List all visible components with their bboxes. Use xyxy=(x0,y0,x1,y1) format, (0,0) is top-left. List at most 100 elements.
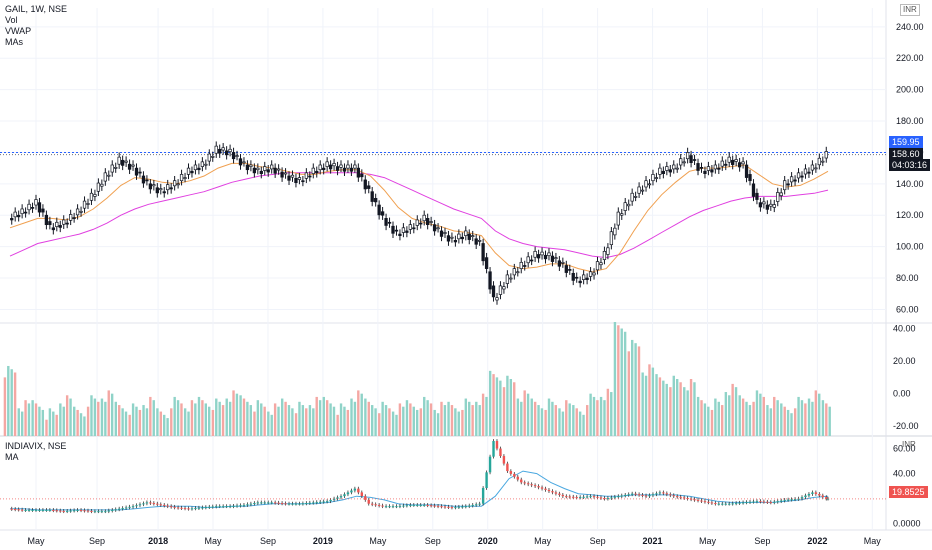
volume-bar xyxy=(128,414,131,436)
candle-body xyxy=(637,186,641,194)
volume-pane[interactable] xyxy=(3,322,831,436)
candle-body xyxy=(668,169,672,173)
time-axis[interactable]: May Sep 2018 May Sep 2019 May Sep 2020 May Sep 2021… xyxy=(27,536,881,546)
volume-bar xyxy=(703,403,707,436)
candle-body xyxy=(599,262,603,266)
vix-indicator-ma[interactable]: MA xyxy=(5,452,19,462)
volume-bar xyxy=(759,393,762,436)
candle-body xyxy=(595,261,600,271)
vix-candle-body xyxy=(530,484,533,486)
vix-candle-body xyxy=(367,499,370,504)
candle-body xyxy=(325,161,329,167)
volume-bar xyxy=(745,401,748,436)
volume-bar xyxy=(232,390,235,436)
vix-candle-body xyxy=(447,506,450,508)
vix-candle-body xyxy=(714,503,717,505)
volume-bar xyxy=(305,408,308,436)
vix-candle-body xyxy=(38,509,41,511)
vix-candle-body xyxy=(676,496,679,498)
volume-bar xyxy=(79,413,83,436)
candle-body xyxy=(727,156,731,163)
vix-candle-body xyxy=(422,504,426,506)
indicator-mas[interactable]: MAs xyxy=(5,37,23,47)
vix-candle-body xyxy=(731,503,734,505)
volume-bar xyxy=(263,406,266,436)
vix-candle-body xyxy=(83,510,86,512)
volume-bar xyxy=(336,414,339,436)
vix-candle-body xyxy=(426,504,429,506)
indicator-vol[interactable]: Vol xyxy=(5,15,18,25)
volume-bar xyxy=(575,408,578,436)
volume-bar xyxy=(637,346,641,436)
price-pane[interactable] xyxy=(0,141,886,305)
vix-legend[interactable]: INDIAVIX, NSE MA xyxy=(5,441,66,463)
symbol-title[interactable]: GAIL, 1W, NSE xyxy=(5,4,68,14)
vix-candle-body xyxy=(17,509,20,511)
vix-candle-body xyxy=(72,510,76,512)
vix-candle-body xyxy=(138,504,142,506)
vix-candle-body xyxy=(395,506,398,508)
volume-bar xyxy=(253,411,256,436)
price-axis[interactable]: 240.00220.00200.00180.00160.00140.00120.… xyxy=(893,22,924,529)
volume-bar xyxy=(780,403,783,436)
candle-body xyxy=(675,167,679,170)
candle-body xyxy=(183,177,187,179)
candle-body xyxy=(141,175,146,184)
candle-body xyxy=(190,170,194,174)
vix-candle-body xyxy=(402,505,405,507)
vix-candle-body xyxy=(540,487,544,489)
vix-candle-body xyxy=(662,492,665,494)
volume-bar xyxy=(641,372,644,436)
currency-badge-main[interactable]: INR xyxy=(900,4,920,16)
volume-bar xyxy=(669,387,672,436)
candle-body xyxy=(23,211,28,214)
volume-bar xyxy=(73,406,76,436)
vix-candle-body xyxy=(499,448,502,457)
candle-body xyxy=(96,182,101,192)
volume-bar xyxy=(121,408,124,436)
candle-body xyxy=(817,157,821,166)
volume-bar xyxy=(31,400,34,436)
volume-bar xyxy=(308,405,312,436)
volume-bar xyxy=(568,403,571,436)
candle-body xyxy=(557,260,562,267)
x-tick-label: May xyxy=(205,536,223,546)
candle-body xyxy=(44,214,49,226)
vix-candle-body xyxy=(762,501,766,503)
candle-body xyxy=(737,162,742,168)
candle-body xyxy=(242,161,246,164)
vix-candle-body xyxy=(183,508,187,510)
vix-candle-body xyxy=(516,476,519,480)
candle-body xyxy=(75,208,80,216)
volume-bar xyxy=(623,331,627,436)
volume-bar xyxy=(256,400,260,436)
candle-body xyxy=(772,204,776,208)
indicator-vwap[interactable]: VWAP xyxy=(5,26,32,36)
candle-body xyxy=(384,218,388,226)
volume-bar xyxy=(766,405,769,436)
vix-candle-body xyxy=(655,493,658,495)
vix-title[interactable]: INDIAVIX, NSE xyxy=(5,441,67,451)
vix-candle-body xyxy=(86,510,90,512)
volume-bar xyxy=(471,405,474,436)
volume-bar xyxy=(65,395,69,436)
main-legend[interactable]: GAIL, 1W, NSE Vol VWAP MAs xyxy=(5,4,67,48)
vix-candle-body xyxy=(461,506,464,508)
candle-body xyxy=(37,202,42,213)
volume-bar xyxy=(239,395,242,436)
candle-body xyxy=(419,222,423,225)
volume-bar xyxy=(485,396,488,436)
candle-body xyxy=(481,243,485,262)
volume-bar xyxy=(821,400,825,436)
volume-bar xyxy=(190,400,194,436)
vix-candle-body xyxy=(523,482,526,484)
y-tick-label: 60.00 xyxy=(896,304,919,314)
volume-bar xyxy=(475,401,478,436)
vix-candle-body xyxy=(90,510,93,512)
bar-countdown: 04:03:16 xyxy=(889,159,931,171)
vix-pane[interactable] xyxy=(0,439,886,514)
candle-body xyxy=(193,164,198,171)
volume-bar xyxy=(409,403,412,436)
vix-candle-body xyxy=(513,473,516,477)
